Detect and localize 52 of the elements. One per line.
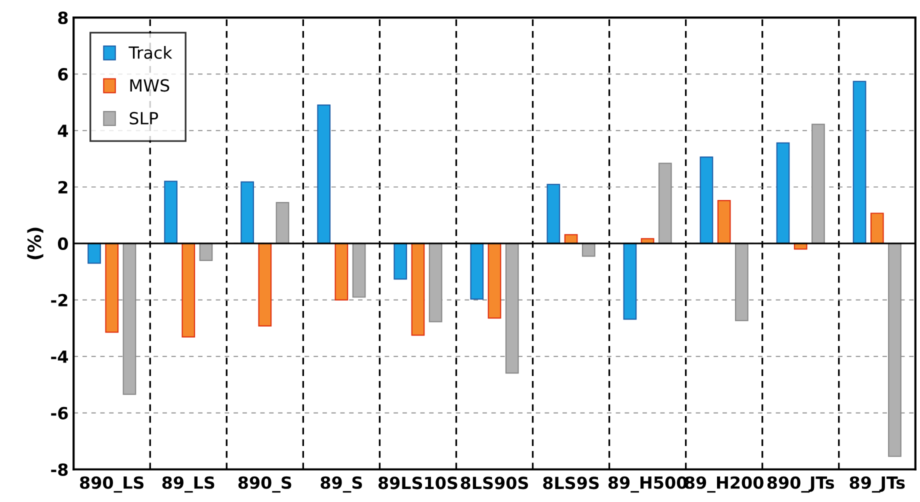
legend-label: MWS <box>130 79 170 92</box>
bar <box>164 180 178 244</box>
legend-label: Track <box>128 46 172 59</box>
y-tick-label: -4 <box>51 350 68 363</box>
x-tick-label: 890_S <box>238 476 292 493</box>
x-tick-label: 8LS90S <box>460 476 528 490</box>
y-tick-label: -8 <box>51 463 68 476</box>
bar <box>658 162 672 244</box>
bar <box>717 200 731 244</box>
bar <box>428 242 442 322</box>
bar <box>182 242 196 338</box>
bar <box>776 142 790 244</box>
x-tick-label: 890_JTs <box>767 476 834 493</box>
bar <box>276 202 290 244</box>
bar <box>852 80 866 244</box>
y-tick-label: -2 <box>51 294 68 306</box>
legend-label: SLP <box>130 112 158 125</box>
bar <box>470 242 484 300</box>
bar <box>546 184 560 244</box>
x-tick-label: 89_H200 <box>684 476 764 493</box>
bar <box>240 181 254 244</box>
bar <box>122 242 136 395</box>
x-tick-label: 89_JTs <box>850 476 905 493</box>
x-tick-label: 890_LS <box>80 476 144 493</box>
bar <box>88 242 101 264</box>
bar <box>700 156 714 244</box>
bar <box>411 242 425 336</box>
y-tick-label: 8 <box>58 12 68 24</box>
y-axis-title: (%) <box>27 228 44 260</box>
y-tick-label: 6 <box>58 68 68 81</box>
y-tick-label: 4 <box>58 124 68 137</box>
bar <box>812 124 825 244</box>
bar <box>505 242 519 374</box>
bar <box>870 212 884 244</box>
bar <box>352 242 366 298</box>
bar <box>258 242 272 326</box>
bar <box>735 242 748 322</box>
bar <box>317 104 331 244</box>
bar <box>623 242 637 320</box>
bar <box>394 242 408 280</box>
bar <box>105 242 119 333</box>
x-tick-label: 89_LS <box>162 476 214 493</box>
x-tick-label: 8LS9S <box>543 476 599 490</box>
x-tick-label: 89_H500 <box>608 476 687 493</box>
bar <box>888 242 902 457</box>
y-tick-label: 0 <box>58 237 68 250</box>
bar <box>334 242 348 300</box>
x-tick-label: 89_S <box>320 476 362 493</box>
bar <box>488 242 502 319</box>
y-tick-label: -6 <box>51 406 68 420</box>
y-tick-label: 2 <box>58 180 68 194</box>
x-tick-label: 89LS10S <box>378 476 458 490</box>
